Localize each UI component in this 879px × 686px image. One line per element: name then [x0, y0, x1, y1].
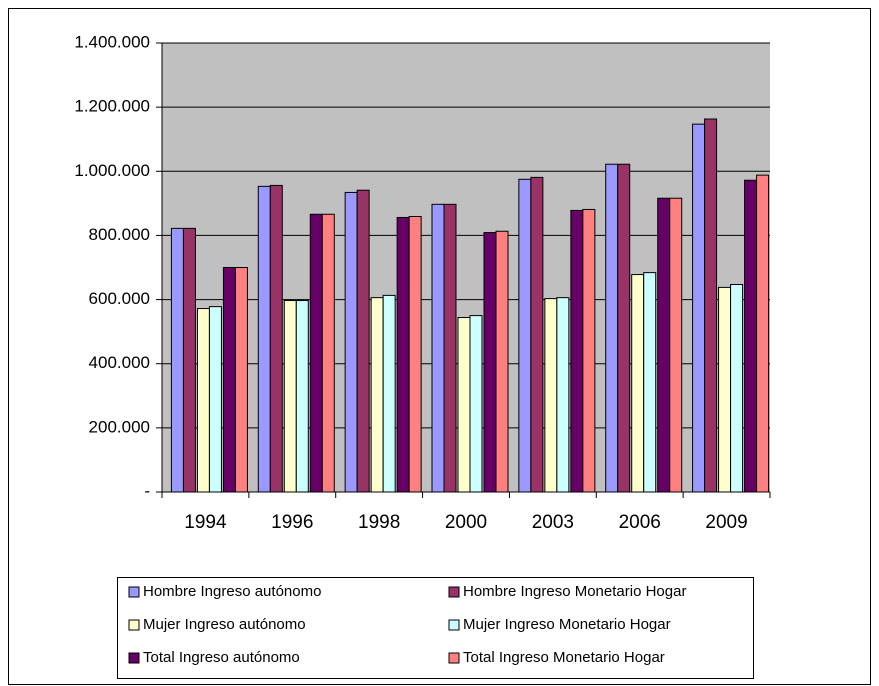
y-tick-label: 400.000	[89, 353, 150, 372]
bar	[321, 213, 335, 493]
x-tick-label: 2003	[532, 512, 574, 533]
x-tick-label: 2009	[705, 512, 747, 533]
bar	[208, 306, 222, 493]
bar	[692, 123, 706, 493]
x-tick-label: 1996	[271, 512, 313, 533]
legend-box	[117, 577, 754, 679]
bar	[469, 315, 483, 493]
legend-label: Hombre Ingreso Monetario Hogar	[463, 583, 686, 600]
bar	[495, 230, 509, 493]
legend-swatch	[448, 619, 460, 631]
bar	[344, 191, 358, 493]
bar	[396, 216, 410, 493]
y-tick-label: 1.400.000	[74, 32, 150, 51]
bar	[643, 272, 657, 493]
bar	[582, 208, 596, 493]
y-tick-label: 200.000	[89, 417, 150, 436]
bar	[704, 118, 718, 493]
bar	[617, 163, 631, 493]
y-tick-label: 1.000.000	[74, 161, 150, 180]
x-tick-label: 2006	[619, 512, 661, 533]
bar	[170, 227, 184, 493]
bar	[295, 300, 309, 493]
y-tick-label: 800.000	[89, 225, 150, 244]
bar	[309, 213, 323, 493]
bar	[669, 197, 683, 493]
bar	[730, 283, 744, 493]
bar	[518, 178, 532, 493]
bar	[222, 267, 236, 493]
bar	[196, 308, 210, 493]
bar	[556, 297, 570, 493]
bar	[530, 176, 544, 493]
bar	[234, 267, 248, 493]
x-tick-label: 1998	[358, 512, 400, 533]
bar	[443, 203, 457, 493]
legend-label: Total Ingreso autónomo	[143, 649, 300, 666]
bar	[382, 294, 396, 493]
legend-label: Total Ingreso Monetario Hogar	[463, 649, 665, 666]
legend-swatch	[448, 586, 460, 598]
legend-label: Hombre Ingreso autónomo	[143, 583, 321, 600]
bar	[457, 317, 471, 493]
x-tick-label: 1994	[184, 512, 227, 533]
bar	[570, 209, 584, 493]
y-tick-label: 600.000	[89, 289, 150, 308]
bar	[356, 189, 370, 493]
bar	[756, 174, 770, 493]
bar	[657, 197, 671, 493]
bar	[431, 203, 445, 493]
bar	[544, 298, 558, 493]
legend-label: Mujer Ingreso autónomo	[143, 616, 306, 633]
legend-swatch	[128, 619, 140, 631]
bar	[257, 185, 271, 493]
bar	[269, 184, 283, 493]
bar	[283, 300, 297, 493]
bar	[483, 232, 497, 493]
bar	[182, 227, 196, 493]
bar	[744, 179, 758, 493]
y-tick-label: 1.200.000	[74, 97, 150, 116]
y-tick-label: -	[144, 481, 150, 500]
bar	[408, 216, 422, 493]
bar	[631, 274, 645, 493]
x-tick-label: 2000	[445, 512, 487, 533]
legend-swatch	[128, 652, 140, 664]
legend-label: Mujer Ingreso Monetario Hogar	[463, 616, 671, 633]
legend-swatch	[128, 586, 140, 598]
bar	[370, 297, 384, 493]
legend-swatch	[448, 652, 460, 664]
bar	[605, 163, 619, 493]
bar	[718, 286, 732, 493]
